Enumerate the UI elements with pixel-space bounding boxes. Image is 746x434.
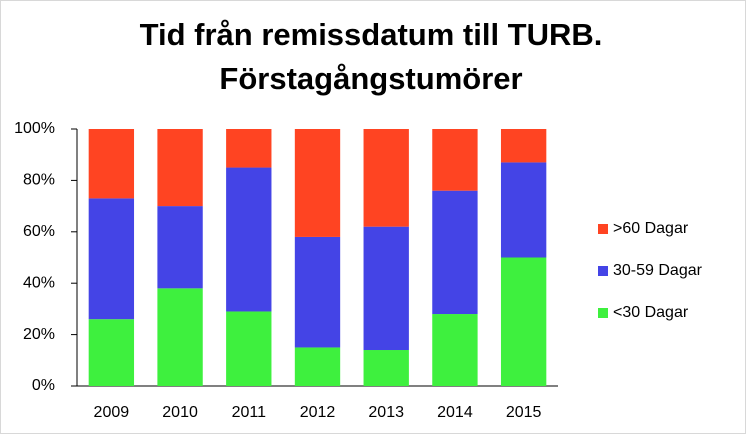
bar-segment	[363, 350, 409, 386]
chart-title: Tid från remissdatum till TURB. Förstagå…	[139, 17, 603, 96]
x-tick-label: 2013	[368, 404, 404, 421]
bar-segment	[363, 129, 409, 227]
y-tick-label: 80%	[23, 172, 55, 189]
bar-segment	[294, 347, 341, 386]
bar-segment	[226, 167, 272, 312]
x-tick-label: 2010	[162, 404, 198, 421]
y-tick-label: 20%	[23, 326, 55, 343]
y-tick-label: 0%	[32, 377, 55, 394]
legend-label: >60 Dagar	[613, 220, 689, 237]
y-tick-label: 40%	[23, 274, 55, 291]
bar-segment	[226, 129, 272, 168]
bar-segment	[88, 319, 135, 386]
x-tick-label: 2012	[300, 404, 336, 421]
bar-segment	[500, 257, 547, 386]
legend-swatch	[598, 308, 608, 318]
bar-segment	[294, 236, 341, 348]
bar-segment	[294, 129, 341, 237]
legend-swatch	[598, 224, 608, 234]
bar-segment	[157, 288, 203, 386]
x-tick-label: 2009	[94, 404, 130, 421]
bar-segment	[88, 129, 135, 199]
legend-swatch	[598, 266, 608, 276]
x-tick-label: 2011	[232, 404, 267, 421]
legend-label: <30 Dagar	[613, 304, 689, 321]
bar-segment	[432, 129, 478, 191]
y-tick-label: 60%	[23, 223, 55, 240]
bar-segment	[226, 311, 272, 386]
x-tick-label: 2014	[437, 404, 473, 421]
y-tick-label: 100%	[14, 120, 55, 137]
bar-segment	[432, 190, 478, 315]
bar-segment	[363, 226, 409, 351]
bar-segment	[500, 162, 547, 258]
legend-label: 30-59 Dagar	[613, 262, 703, 279]
bar-segment	[88, 198, 135, 320]
x-tick-label: 2015	[506, 404, 542, 421]
bar-segment	[157, 129, 203, 207]
bar-segment	[157, 206, 203, 289]
bar-segment	[500, 129, 547, 163]
bar-segment	[432, 314, 478, 386]
